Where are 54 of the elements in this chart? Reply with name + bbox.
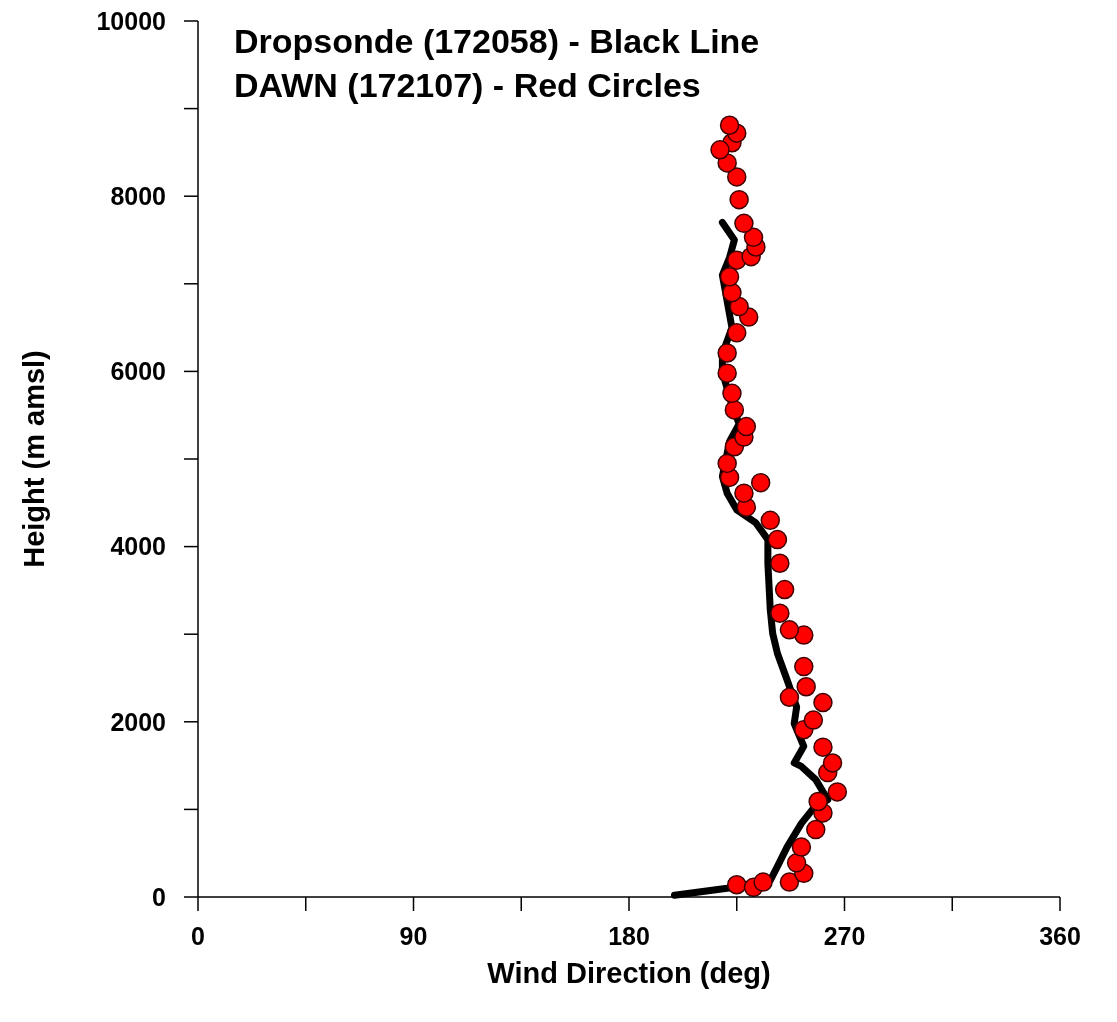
point — [719, 115, 740, 135]
point — [803, 710, 824, 730]
point — [717, 453, 737, 474]
point — [791, 837, 812, 857]
point — [734, 213, 754, 234]
point — [753, 872, 773, 892]
x-axis-title: Wind Direction (deg) — [487, 957, 771, 989]
point — [779, 620, 800, 640]
point — [724, 400, 745, 420]
y-tick-label: 10000 — [96, 6, 166, 35]
y-tick-label: 8000 — [110, 181, 166, 210]
point — [794, 656, 814, 677]
x-tick-label: 0 — [191, 922, 205, 950]
y-tick-label: 2000 — [110, 707, 166, 736]
point — [750, 472, 771, 493]
x-tick-label: 360 — [1039, 922, 1081, 950]
x-tick-label: 270 — [823, 922, 866, 950]
point — [760, 510, 781, 531]
annotation: DAWN (172107) - Red Circles — [234, 66, 701, 104]
point — [796, 677, 816, 697]
point — [813, 692, 833, 713]
point — [806, 819, 826, 840]
y-tick-label: 4000 — [110, 532, 166, 561]
point — [717, 363, 737, 383]
point — [722, 282, 742, 303]
point — [736, 416, 757, 437]
point — [727, 874, 747, 895]
point — [734, 483, 754, 503]
x-tick-label: 90 — [399, 922, 428, 950]
y-axis-title: Height (m amsl) — [18, 350, 50, 568]
point — [727, 323, 747, 343]
point — [767, 529, 788, 550]
point — [827, 782, 848, 802]
point — [770, 603, 790, 623]
point — [710, 140, 730, 160]
y-tick-label: 6000 — [110, 357, 166, 386]
point — [719, 267, 740, 287]
y-tick-label: 0 — [152, 882, 166, 911]
point — [779, 872, 800, 892]
point — [717, 343, 737, 363]
point — [722, 383, 742, 404]
point — [779, 687, 800, 708]
x-tick-label: 180 — [608, 922, 650, 950]
point — [808, 791, 828, 812]
point — [786, 853, 807, 873]
point — [774, 579, 795, 600]
point — [727, 167, 747, 187]
point — [729, 189, 749, 210]
annotation: Dropsonde (172058) - Black Line — [234, 22, 760, 60]
point — [729, 296, 749, 317]
point — [813, 737, 833, 757]
point — [743, 227, 764, 248]
point — [822, 753, 843, 773]
point — [770, 553, 790, 573]
